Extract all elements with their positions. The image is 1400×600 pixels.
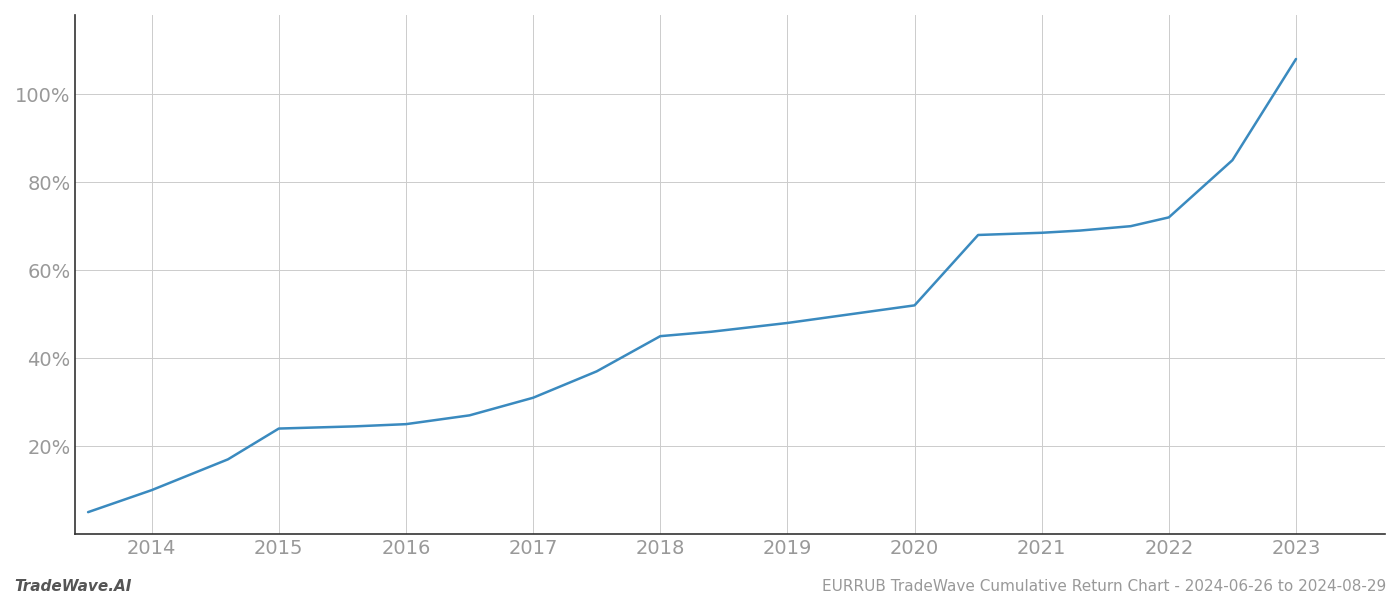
Text: EURRUB TradeWave Cumulative Return Chart - 2024-06-26 to 2024-08-29: EURRUB TradeWave Cumulative Return Chart… [822, 579, 1386, 594]
Text: TradeWave.AI: TradeWave.AI [14, 579, 132, 594]
